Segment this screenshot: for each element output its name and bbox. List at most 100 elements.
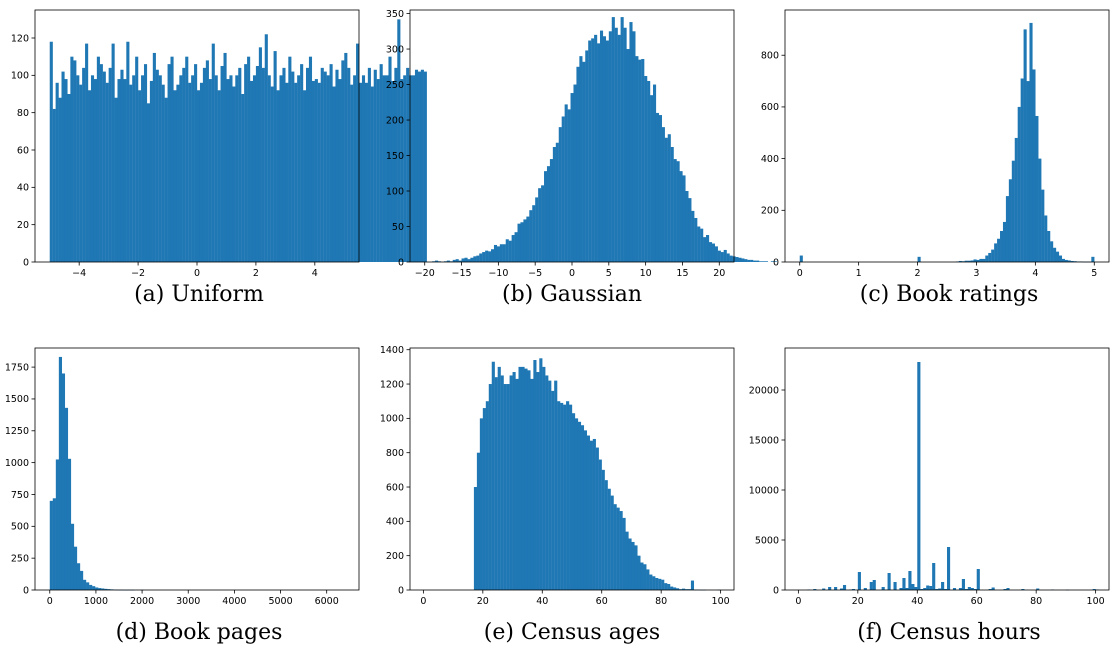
histogram-bar [452, 259, 456, 262]
y-tick-label: 1000 [380, 414, 404, 425]
histogram-bar [988, 252, 992, 262]
histogram-bar [914, 587, 918, 590]
histogram-bar [938, 588, 942, 590]
histogram-bar [467, 259, 471, 262]
histogram-bar [494, 377, 498, 590]
histogram-bar [658, 115, 662, 262]
histogram-bar [920, 589, 924, 590]
histogram-bar [676, 588, 680, 590]
y-tick-label: 200 [386, 551, 404, 562]
histogram-bar [238, 67, 242, 263]
x-tick-label: 4 [312, 268, 318, 279]
x-tick-label: 4 [1032, 268, 1038, 279]
histogram-bar [770, 261, 774, 262]
histogram-bar [973, 589, 977, 590]
histogram-bar [82, 67, 86, 263]
histogram-bar [555, 142, 559, 262]
histogram-bar [241, 94, 245, 262]
histogram-bar [412, 75, 416, 262]
histogram-bar [608, 31, 612, 262]
histogram-bar [276, 90, 280, 263]
histogram-bar [303, 90, 307, 263]
histogram-bar [326, 75, 330, 262]
histogram-bar [697, 226, 701, 262]
histogram-bar [637, 555, 641, 590]
histogram-bar [508, 240, 512, 262]
x-tick-label: 60 [971, 596, 983, 607]
histogram-bar [332, 86, 336, 262]
histogram-bar [551, 390, 555, 590]
histogram-bar [614, 27, 618, 262]
histogram-bar [545, 375, 549, 590]
histogram-bar [361, 75, 366, 262]
histogram-bar [505, 239, 509, 262]
histogram-bar [1053, 247, 1057, 262]
histogram-bar [258, 47, 262, 262]
y-tick-label: 300 [386, 44, 404, 55]
histogram-bar [341, 60, 345, 263]
histogram-bar [589, 440, 593, 590]
histogram-bar [479, 253, 483, 262]
histogram-bar [232, 86, 236, 262]
y-tick-label: 250 [386, 80, 404, 91]
histogram-bar [64, 79, 68, 262]
histogram-bar [135, 56, 139, 262]
histogram-bar [90, 75, 95, 262]
histogram-bar [244, 64, 248, 262]
histogram-bar [976, 259, 980, 262]
histogram-bar [1026, 81, 1030, 262]
histogram-bar [476, 255, 480, 262]
y-tick-label: 0 [398, 585, 404, 596]
histogram-bar [573, 84, 577, 262]
histogram-bar [382, 75, 386, 262]
histogram-bar [982, 258, 986, 262]
histogram-bar [640, 562, 644, 590]
histogram-bar [129, 84, 133, 262]
histogram-bar [64, 407, 69, 590]
histogram-bar [373, 69, 377, 262]
histogram-bar [626, 49, 630, 262]
histogram-bar [1017, 106, 1021, 262]
histogram-bar [107, 589, 111, 590]
histogram-bar [1023, 29, 1027, 262]
histogram-bar [653, 84, 657, 262]
x-tick-label: 2 [915, 268, 921, 279]
histogram-bar [723, 249, 727, 262]
histogram-bar [49, 41, 53, 263]
x-tick-label: −10 [488, 268, 508, 279]
histogram-bar [176, 84, 180, 262]
histogram-bar [95, 587, 99, 590]
histogram-bar [73, 546, 78, 590]
histogram-bar [461, 258, 465, 262]
axes-frame [409, 347, 735, 591]
histogram-bar [664, 137, 668, 262]
histogram-bar [1050, 241, 1054, 262]
x-tick-label: 40 [536, 596, 548, 607]
panel-census-hours: 0 20 40 60 80 100 0 5000 10000 15000 20000 [749, 347, 1110, 607]
histogram-bar [542, 366, 546, 590]
histogram-bar [1047, 230, 1051, 262]
histogram-bar [926, 585, 930, 590]
histogram-bar [397, 19, 401, 262]
histogram-bar [905, 588, 909, 590]
histogram-bar [529, 210, 533, 262]
y-tick-label: 800 [386, 448, 404, 459]
histogram-bar [706, 235, 710, 262]
histogram-bar [579, 56, 583, 262]
histogram-bar [515, 378, 519, 590]
histogram-bar [641, 58, 645, 263]
x-tick-label: 6000 [315, 596, 339, 607]
histogram-bar [622, 517, 626, 590]
histogram-bar [353, 75, 357, 262]
histogram-bar [585, 50, 589, 263]
histogram-bar [347, 67, 351, 263]
histogram-bar [470, 257, 474, 262]
y-tick-label: 20000 [749, 385, 779, 396]
histogram-bar [188, 82, 192, 262]
histogram-bar [1035, 115, 1039, 262]
x-tick-label: 5 [606, 268, 612, 279]
histogram-bar [935, 589, 939, 590]
histogram-bar [558, 127, 562, 262]
histogram-bar [842, 585, 847, 590]
histogram-bar [282, 67, 286, 263]
